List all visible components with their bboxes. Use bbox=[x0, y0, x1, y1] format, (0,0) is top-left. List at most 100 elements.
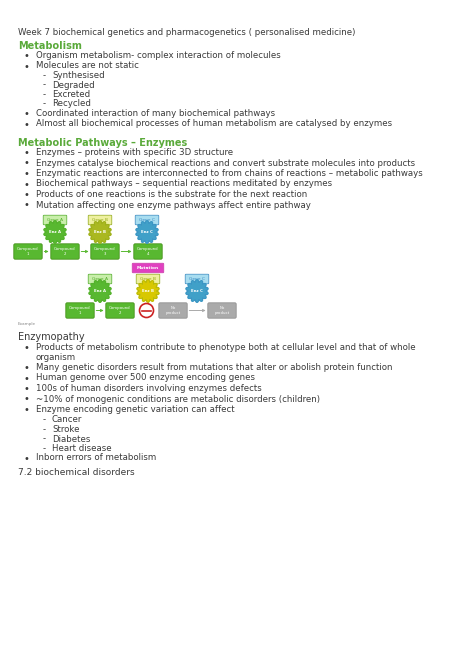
Text: Many genetic disorders result from mutations that alter or abolish protein funct: Many genetic disorders result from mutat… bbox=[36, 363, 392, 372]
Text: No
product: No product bbox=[165, 306, 181, 315]
Text: Gene C: Gene C bbox=[189, 277, 205, 281]
FancyBboxPatch shape bbox=[51, 244, 79, 259]
Text: -: - bbox=[43, 90, 46, 99]
Text: •: • bbox=[23, 200, 29, 210]
Text: •: • bbox=[23, 159, 29, 168]
Text: 100s of human disorders involving enzymes defects: 100s of human disorders involving enzyme… bbox=[36, 384, 262, 393]
Text: Compound
4: Compound 4 bbox=[137, 247, 159, 256]
Text: Gene B: Gene B bbox=[140, 277, 156, 281]
Text: Inborn errors of metabolism: Inborn errors of metabolism bbox=[36, 454, 156, 462]
Text: •: • bbox=[23, 180, 29, 190]
FancyBboxPatch shape bbox=[132, 263, 164, 273]
Text: Recycled: Recycled bbox=[52, 100, 91, 109]
FancyBboxPatch shape bbox=[88, 274, 112, 284]
Text: Enzymopathy: Enzymopathy bbox=[18, 332, 85, 342]
Text: Degraded: Degraded bbox=[52, 80, 95, 90]
Text: -: - bbox=[43, 100, 46, 109]
Text: Compound
1: Compound 1 bbox=[17, 247, 39, 256]
Text: Excreted: Excreted bbox=[52, 90, 90, 99]
Text: ~10% of monogenic conditions are metabolic disorders (children): ~10% of monogenic conditions are metabol… bbox=[36, 395, 320, 403]
Text: Enzymatic reactions are interconnected to from chains of reactions – metabolic p: Enzymatic reactions are interconnected t… bbox=[36, 169, 423, 178]
Text: Stroke: Stroke bbox=[52, 425, 80, 434]
Text: Enzymes catalyse biochemical reactions and convert substrate molecules into prod: Enzymes catalyse biochemical reactions a… bbox=[36, 159, 415, 168]
Text: Mutation: Mutation bbox=[137, 266, 159, 270]
Text: •: • bbox=[23, 169, 29, 179]
Text: Mutation affecting one enzyme pathways affect entire pathway: Mutation affecting one enzyme pathways a… bbox=[36, 200, 311, 210]
Text: Heart disease: Heart disease bbox=[52, 444, 111, 453]
Text: Enz C: Enz C bbox=[141, 230, 153, 234]
Text: •: • bbox=[23, 373, 29, 383]
Polygon shape bbox=[89, 279, 111, 302]
FancyBboxPatch shape bbox=[66, 303, 94, 318]
Polygon shape bbox=[89, 220, 111, 243]
Text: -: - bbox=[43, 80, 46, 90]
Text: Compound
3: Compound 3 bbox=[94, 247, 116, 256]
Text: Metabolic Pathways – Enzymes: Metabolic Pathways – Enzymes bbox=[18, 138, 187, 148]
Polygon shape bbox=[137, 279, 159, 302]
Text: Enz A: Enz A bbox=[49, 230, 61, 234]
Text: •: • bbox=[23, 405, 29, 415]
Text: Products of one reactions is the substrate for the next reaction: Products of one reactions is the substra… bbox=[36, 190, 307, 199]
Text: •: • bbox=[23, 395, 29, 405]
FancyBboxPatch shape bbox=[185, 274, 209, 284]
Text: -: - bbox=[43, 415, 46, 425]
FancyBboxPatch shape bbox=[208, 303, 236, 318]
Text: -: - bbox=[43, 425, 46, 434]
Text: Coordinated interaction of many biochemical pathways: Coordinated interaction of many biochemi… bbox=[36, 109, 275, 118]
Text: •: • bbox=[23, 363, 29, 373]
Text: Synthesised: Synthesised bbox=[52, 71, 105, 80]
Text: Molecules are not static: Molecules are not static bbox=[36, 62, 139, 70]
FancyBboxPatch shape bbox=[135, 215, 159, 225]
Text: Compound
2: Compound 2 bbox=[109, 306, 131, 315]
FancyBboxPatch shape bbox=[134, 244, 162, 259]
FancyBboxPatch shape bbox=[106, 303, 134, 318]
Text: •: • bbox=[23, 51, 29, 61]
Text: Gene A: Gene A bbox=[47, 218, 63, 222]
Text: -: - bbox=[43, 435, 46, 444]
Text: Enz B: Enz B bbox=[142, 289, 154, 293]
Text: Diabetes: Diabetes bbox=[52, 435, 91, 444]
Text: Biochemical pathways – sequential reactions meditated by enzymes: Biochemical pathways – sequential reacti… bbox=[36, 180, 332, 188]
Text: Compound
1: Compound 1 bbox=[69, 306, 91, 315]
Text: organism: organism bbox=[36, 352, 76, 362]
Text: •: • bbox=[23, 62, 29, 72]
Text: No
product: No product bbox=[214, 306, 229, 315]
Text: Human genome over 500 enzyme encoding genes: Human genome over 500 enzyme encoding ge… bbox=[36, 373, 255, 383]
Text: Enz C: Enz C bbox=[191, 289, 203, 293]
FancyBboxPatch shape bbox=[91, 244, 119, 259]
Text: Enzymes – proteins with specific 3D structure: Enzymes – proteins with specific 3D stru… bbox=[36, 148, 233, 157]
Text: •: • bbox=[23, 190, 29, 200]
Text: -: - bbox=[43, 71, 46, 80]
Text: •: • bbox=[23, 343, 29, 353]
Text: •: • bbox=[23, 384, 29, 394]
Text: Week 7 biochemical genetics and pharmacogenetics ( personalised medicine): Week 7 biochemical genetics and pharmaco… bbox=[18, 28, 356, 37]
Text: Metabolism: Metabolism bbox=[18, 41, 82, 51]
Text: Enz A: Enz A bbox=[94, 289, 106, 293]
Text: 7.2 biochemical disorders: 7.2 biochemical disorders bbox=[18, 468, 135, 477]
Polygon shape bbox=[44, 220, 66, 243]
FancyBboxPatch shape bbox=[159, 303, 187, 318]
Text: Compound
2: Compound 2 bbox=[54, 247, 76, 256]
Circle shape bbox=[139, 304, 154, 318]
FancyBboxPatch shape bbox=[136, 274, 160, 284]
Polygon shape bbox=[186, 279, 208, 302]
FancyBboxPatch shape bbox=[88, 215, 112, 225]
Text: •: • bbox=[23, 148, 29, 158]
Text: Gene B: Gene B bbox=[92, 218, 108, 222]
Text: •: • bbox=[23, 119, 29, 129]
Text: •: • bbox=[23, 109, 29, 119]
Text: •: • bbox=[23, 454, 29, 464]
Text: Almost all biochemical processes of human metabolism are catalysed by enzymes: Almost all biochemical processes of huma… bbox=[36, 119, 392, 129]
FancyBboxPatch shape bbox=[43, 215, 67, 225]
Text: Gene C: Gene C bbox=[139, 218, 155, 222]
Text: Gene A: Gene A bbox=[92, 277, 108, 281]
Text: Enzyme encoding genetic variation can affect: Enzyme encoding genetic variation can af… bbox=[36, 405, 235, 414]
Text: Products of metabolism contribute to phenotype both at cellular level and that o: Products of metabolism contribute to phe… bbox=[36, 343, 416, 352]
Text: Organism metabolism- complex interaction of molecules: Organism metabolism- complex interaction… bbox=[36, 51, 281, 60]
Text: Cancer: Cancer bbox=[52, 415, 82, 425]
Text: Enz B: Enz B bbox=[94, 230, 106, 234]
FancyBboxPatch shape bbox=[14, 244, 42, 259]
Polygon shape bbox=[136, 220, 158, 243]
Text: Example: Example bbox=[18, 322, 36, 326]
Text: -: - bbox=[43, 444, 46, 453]
